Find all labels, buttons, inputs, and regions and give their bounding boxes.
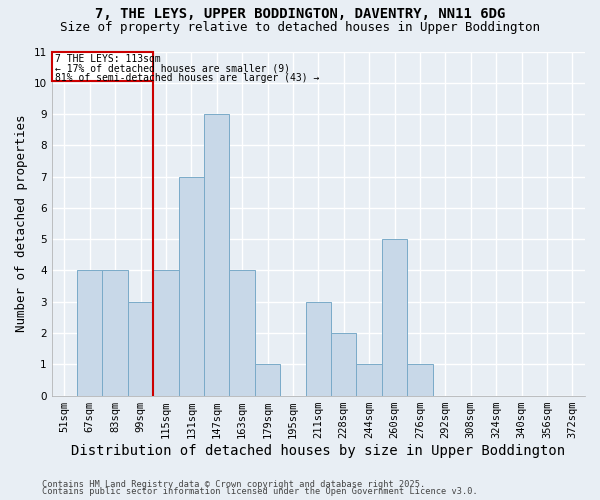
Text: Contains public sector information licensed under the Open Government Licence v3: Contains public sector information licen… <box>42 488 478 496</box>
Bar <box>103 270 128 396</box>
Bar <box>128 302 153 396</box>
Text: Size of property relative to detached houses in Upper Boddington: Size of property relative to detached ho… <box>60 21 540 34</box>
Bar <box>77 270 103 396</box>
Text: ← 17% of detached houses are smaller (9): ← 17% of detached houses are smaller (9) <box>55 64 290 74</box>
Bar <box>331 333 356 396</box>
Bar <box>382 239 407 396</box>
Text: 7, THE LEYS, UPPER BODDINGTON, DAVENTRY, NN11 6DG: 7, THE LEYS, UPPER BODDINGTON, DAVENTRY,… <box>95 8 505 22</box>
FancyBboxPatch shape <box>52 52 153 81</box>
Bar <box>204 114 229 396</box>
Bar <box>179 176 204 396</box>
Bar <box>229 270 255 396</box>
Bar <box>305 302 331 396</box>
Bar <box>356 364 382 396</box>
X-axis label: Distribution of detached houses by size in Upper Boddington: Distribution of detached houses by size … <box>71 444 565 458</box>
Text: Contains HM Land Registry data © Crown copyright and database right 2025.: Contains HM Land Registry data © Crown c… <box>42 480 425 489</box>
Text: 7 THE LEYS: 113sqm: 7 THE LEYS: 113sqm <box>55 54 161 64</box>
Text: 81% of semi-detached houses are larger (43) →: 81% of semi-detached houses are larger (… <box>55 74 320 84</box>
Y-axis label: Number of detached properties: Number of detached properties <box>15 115 28 332</box>
Bar <box>153 270 179 396</box>
Bar <box>255 364 280 396</box>
Bar <box>407 364 433 396</box>
